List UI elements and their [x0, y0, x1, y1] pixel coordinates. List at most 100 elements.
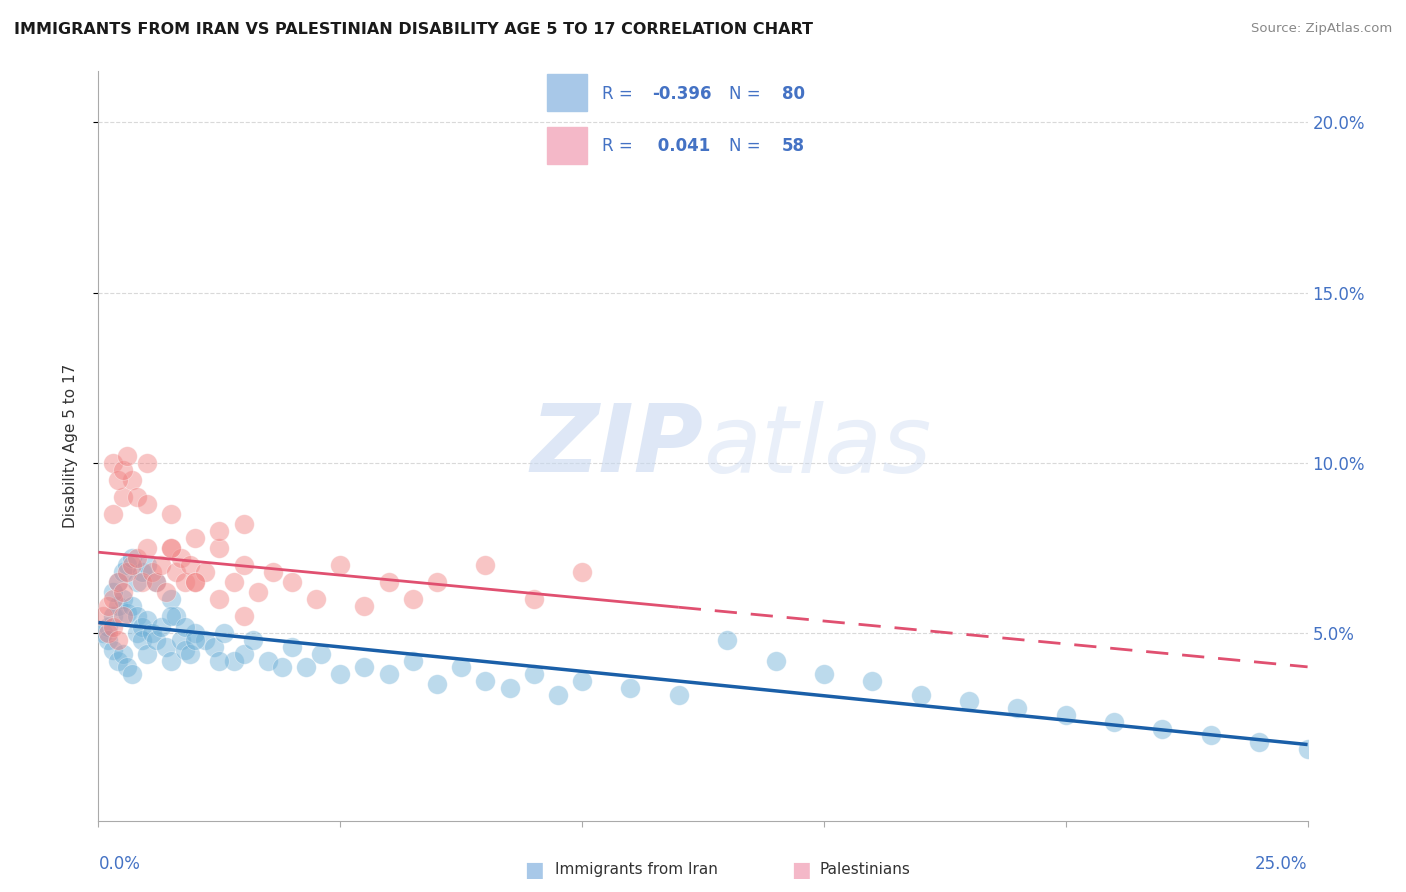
- Point: [271, 660, 294, 674]
- Point: [474, 558, 496, 573]
- Point: [97, 633, 120, 648]
- Text: atlas: atlas: [703, 401, 931, 491]
- Point: [1007, 701, 1029, 715]
- Point: [377, 575, 399, 590]
- Point: [107, 633, 129, 648]
- Point: [117, 660, 139, 674]
- Point: [212, 626, 235, 640]
- Point: [353, 599, 375, 613]
- Point: [426, 575, 449, 590]
- Point: [184, 575, 207, 590]
- Point: [135, 541, 157, 556]
- Text: IMMIGRANTS FROM IRAN VS PALESTINIAN DISABILITY AGE 5 TO 17 CORRELATION CHART: IMMIGRANTS FROM IRAN VS PALESTINIAN DISA…: [14, 22, 813, 37]
- Point: [135, 497, 157, 511]
- Point: [111, 463, 134, 477]
- Point: [222, 575, 245, 590]
- Point: [1249, 735, 1271, 749]
- Point: [262, 565, 284, 579]
- Point: [668, 688, 690, 702]
- Point: [160, 541, 183, 556]
- Point: [165, 565, 187, 579]
- Point: [377, 667, 399, 681]
- Text: 0.0%: 0.0%: [98, 855, 141, 873]
- Point: [117, 606, 139, 620]
- Point: [184, 633, 207, 648]
- Point: [256, 654, 278, 668]
- Point: [131, 619, 153, 633]
- Point: [101, 456, 124, 470]
- Point: [111, 490, 134, 504]
- Point: [1152, 722, 1174, 736]
- Point: [101, 643, 124, 657]
- Text: ■: ■: [792, 860, 811, 880]
- Point: [353, 660, 375, 674]
- Point: [107, 473, 129, 487]
- Text: R =: R =: [602, 85, 638, 103]
- Point: [547, 688, 569, 702]
- Point: [135, 558, 157, 573]
- Point: [111, 647, 134, 661]
- Point: [155, 585, 177, 599]
- Point: [107, 575, 129, 590]
- Point: [127, 626, 149, 640]
- Point: [305, 592, 328, 607]
- Point: [194, 565, 217, 579]
- Point: [97, 599, 120, 613]
- Point: [208, 541, 231, 556]
- Point: [474, 673, 496, 688]
- Y-axis label: Disability Age 5 to 17: Disability Age 5 to 17: [63, 364, 77, 528]
- Point: [765, 654, 787, 668]
- Point: [111, 585, 134, 599]
- Point: [160, 654, 183, 668]
- Point: [232, 647, 254, 661]
- Point: [184, 626, 207, 640]
- Text: Immigrants from Iran: Immigrants from Iran: [555, 863, 718, 877]
- Point: [571, 673, 593, 688]
- Point: [141, 626, 163, 640]
- Point: [91, 626, 114, 640]
- Point: [1102, 714, 1125, 729]
- Text: ■: ■: [524, 860, 544, 880]
- Text: Palestinians: Palestinians: [820, 863, 911, 877]
- Point: [117, 449, 139, 463]
- Point: [1296, 742, 1319, 756]
- Point: [117, 558, 139, 573]
- Point: [107, 599, 129, 613]
- Text: N =: N =: [730, 85, 766, 103]
- Text: 58: 58: [782, 137, 804, 155]
- Point: [111, 609, 134, 624]
- Point: [860, 673, 883, 688]
- Point: [208, 654, 231, 668]
- Point: [107, 575, 129, 590]
- Point: [402, 654, 425, 668]
- Point: [204, 640, 226, 654]
- Point: [127, 575, 149, 590]
- Point: [716, 633, 738, 648]
- Point: [111, 565, 134, 579]
- Text: N =: N =: [730, 137, 766, 155]
- Point: [111, 592, 134, 607]
- Point: [184, 531, 207, 545]
- Text: 0.041: 0.041: [652, 137, 710, 155]
- Point: [101, 592, 124, 607]
- Point: [619, 681, 641, 695]
- Point: [1199, 729, 1222, 743]
- Point: [121, 599, 143, 613]
- Point: [184, 575, 207, 590]
- Point: [121, 667, 143, 681]
- Point: [402, 592, 425, 607]
- Point: [101, 585, 124, 599]
- Point: [107, 654, 129, 668]
- Point: [571, 565, 593, 579]
- Point: [910, 688, 932, 702]
- Text: -0.396: -0.396: [652, 85, 711, 103]
- Point: [165, 609, 187, 624]
- Point: [179, 647, 201, 661]
- Point: [309, 647, 332, 661]
- Point: [121, 551, 143, 566]
- Point: [295, 660, 318, 674]
- Point: [101, 619, 124, 633]
- Point: [145, 575, 167, 590]
- Point: [97, 626, 120, 640]
- Point: [160, 541, 183, 556]
